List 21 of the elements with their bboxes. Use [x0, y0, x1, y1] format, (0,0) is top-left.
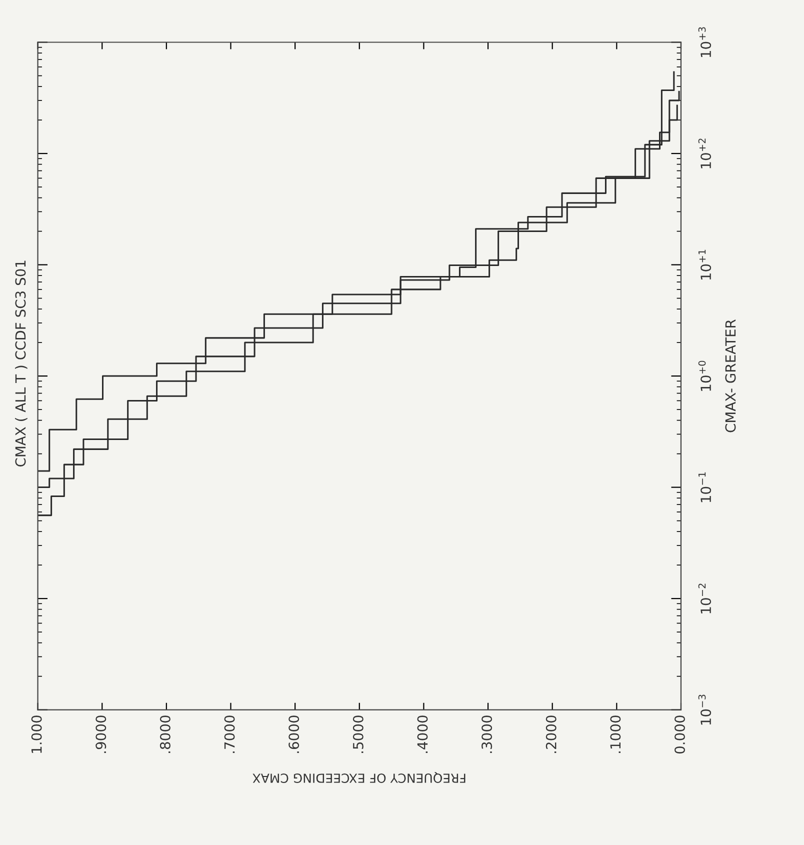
y-tick-label: 10$^{−1}$	[698, 472, 712, 502]
x-tick-label: .8000	[160, 716, 170, 753]
text: CMAX ( ALL T ) CCDF SC3 S01	[15, 260, 28, 466]
y-tick-label: 10$^{−2}$	[698, 584, 712, 614]
x-tick-label: .7000	[224, 716, 235, 753]
x-tick-label: 0.000	[674, 716, 686, 754]
x-axis-title: FREQUENCY OF EXCEEDING CMAX	[252, 772, 466, 783]
y-tick-label: 10$^{+3}$	[698, 27, 712, 58]
x-tick-label: .3000	[482, 716, 492, 753]
x-tick-label: .1000	[610, 716, 621, 753]
y-tick-label: 10$^{+2}$	[698, 138, 712, 168]
x-tick-label: .6000	[288, 716, 300, 753]
x-tick-label: 1.000	[31, 716, 42, 753]
y-tick-label: 10$^{−3}$	[698, 694, 712, 725]
x-tick-label: .5000	[352, 716, 364, 753]
y-axis-title: CMAX- GREATER	[725, 319, 736, 432]
x-tick-label: .2000	[546, 716, 556, 753]
y-tick-label: 10$^{+1}$	[698, 250, 712, 280]
x-tick-label: .4000	[417, 716, 428, 753]
y-tick-label: 10$^{+0}$	[698, 360, 712, 391]
x-tick-label: .9000	[96, 716, 106, 753]
